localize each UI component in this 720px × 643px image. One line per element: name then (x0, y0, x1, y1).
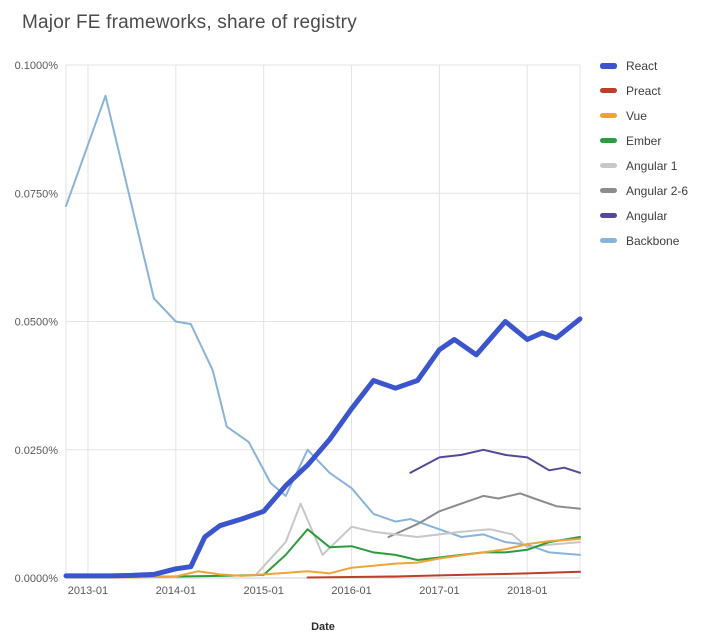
y-tick-label: 0.0250% (15, 445, 59, 457)
legend-item-vue: Vue (600, 108, 688, 123)
legend-item-react: React (600, 58, 688, 73)
legend-swatch-react (600, 62, 617, 69)
series-line-vue (65, 538, 581, 579)
series-line-backbone (65, 94, 581, 556)
legend-label-backbone: Backbone (626, 233, 680, 248)
legend-swatch-preact (600, 88, 617, 93)
series-line-ember (65, 528, 581, 578)
chart-legend: React Preact Vue Ember Angular 1 Angular 2-6 A… (600, 58, 689, 248)
legend-label-angular: Angular (626, 208, 668, 223)
legend-label-ember: Ember (626, 133, 662, 148)
series-line-angular (409, 448, 581, 474)
legend-swatch-angular (600, 213, 617, 218)
legend-swatch-angular-1 (600, 163, 617, 168)
y-tick-label: 0.0750% (15, 188, 59, 200)
x-tick-label: 2017-01 (419, 585, 459, 597)
legend-item-preact: Preact (600, 83, 688, 98)
legend-label-react: React (626, 58, 658, 73)
x-tick-label: 2016-01 (331, 585, 371, 597)
legend-label-angular-2-6: Angular 2-6 (626, 183, 689, 198)
legend-item-angular-2-6: Angular 2-6 (600, 183, 689, 198)
y-tick-label: 0.0500% (15, 317, 59, 329)
series-line-angular-2-6 (387, 492, 581, 538)
legend-item-angular: Angular (600, 208, 688, 223)
legend-label-preact: Preact (626, 83, 661, 98)
series-line-react (63, 316, 583, 579)
legend-label-angular-1: Angular 1 (626, 158, 678, 173)
legend-label-vue: Vue (626, 108, 647, 123)
y-tick-label: 0.0000% (15, 573, 59, 585)
legend-swatch-ember (600, 138, 617, 143)
x-tick-label: 2018-01 (507, 585, 547, 597)
legend-item-angular-1: Angular 1 (600, 158, 688, 173)
legend-item-backbone: Backbone (600, 233, 688, 248)
legend-item-ember: Ember (600, 133, 688, 148)
y-tick-label: 0.1000% (15, 60, 59, 72)
series-line-preact (306, 570, 581, 579)
x-axis-title: Date (311, 621, 335, 633)
legend-swatch-vue (600, 113, 617, 118)
legend-swatch-backbone (600, 238, 617, 243)
legend-swatch-angular-2-6 (600, 188, 617, 193)
x-tick-label: 2015-01 (244, 585, 284, 597)
series-line-angular-1 (255, 502, 581, 575)
x-tick-label: 2013-01 (68, 585, 108, 597)
chart-title: Major FE frameworks, share of registry (22, 12, 357, 33)
x-tick-label: 2014-01 (156, 585, 196, 597)
